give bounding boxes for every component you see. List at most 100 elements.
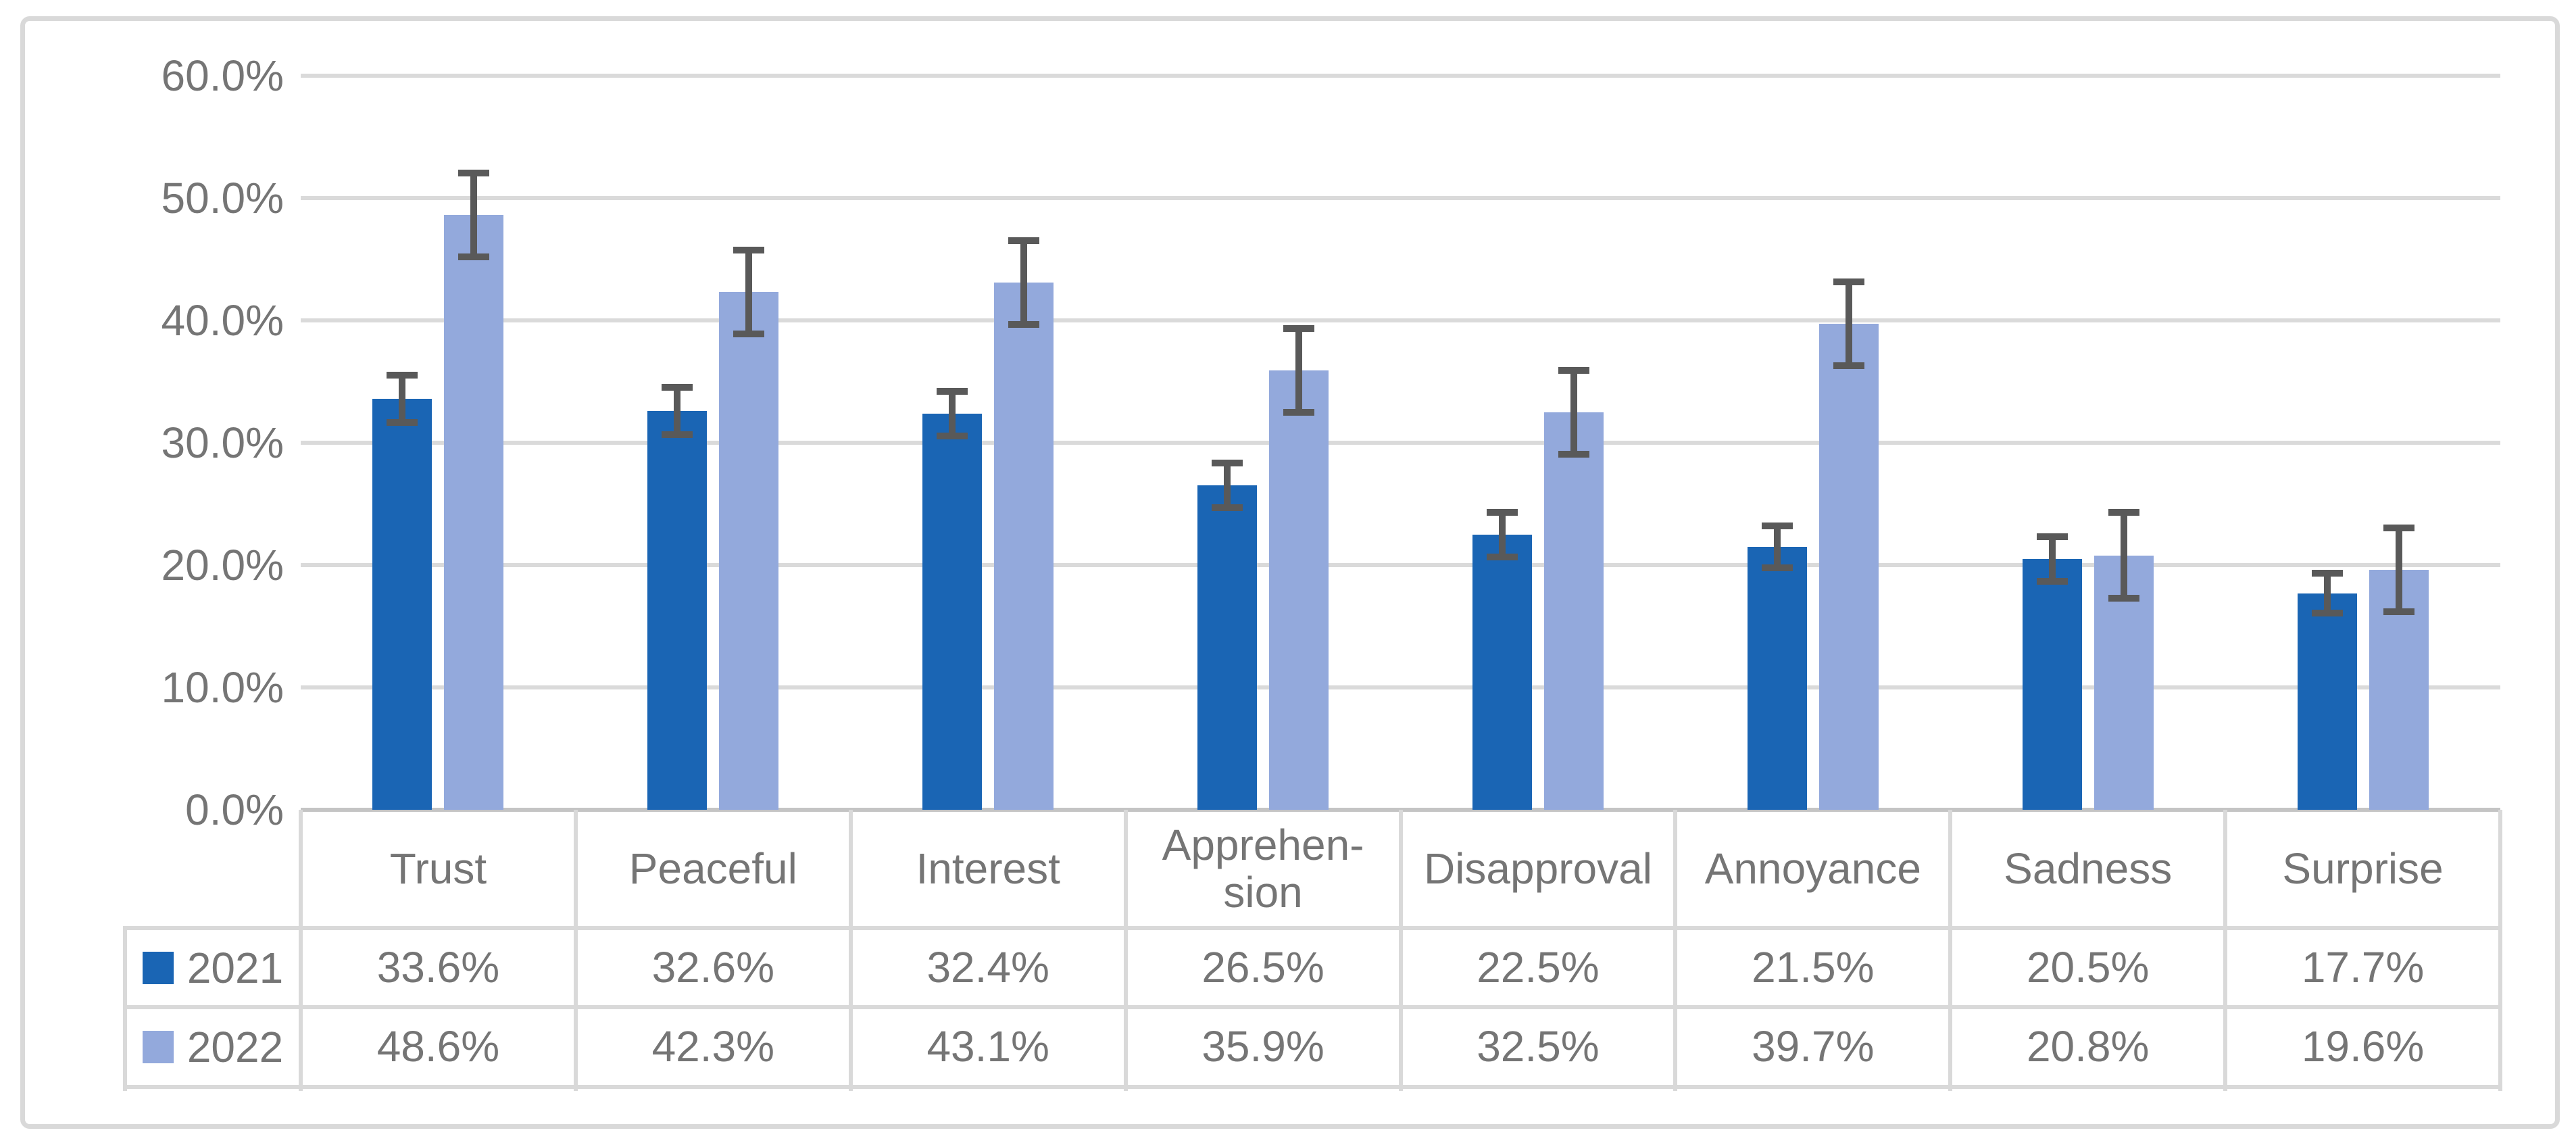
bar-2022-trust xyxy=(444,215,504,810)
table-horizontal-border xyxy=(125,926,2500,930)
gridline xyxy=(301,196,2500,200)
error-bar-2021-peaceful xyxy=(662,384,693,438)
gridline xyxy=(301,318,2500,322)
error-bar-line xyxy=(1295,325,1303,416)
error-bar-line xyxy=(1498,508,1506,560)
error-bar-line xyxy=(1773,522,1781,572)
value-cell-2021-sadness: 20.5% xyxy=(2026,942,2150,992)
value-cell-2021-annoyance: 21.5% xyxy=(1752,942,1875,992)
legend-row-2021: 2021 xyxy=(125,930,301,1005)
error-bar-line xyxy=(399,372,406,426)
y-tick-label: 50.0% xyxy=(161,174,284,222)
bar-2021-annoyance xyxy=(1747,546,1807,810)
bar-2022-interest xyxy=(994,282,1054,810)
y-tick-label: 60.0% xyxy=(161,51,284,100)
error-bar-2021-trust xyxy=(387,372,418,426)
error-bar-line xyxy=(674,384,681,438)
error-bar-2021-surprise xyxy=(2311,570,2343,616)
value-cell-2022-peaceful: 42.3% xyxy=(651,1022,775,1071)
value-cell-2021-disapproval: 22.5% xyxy=(1477,942,1600,992)
error-bar-line xyxy=(2395,525,2402,616)
error-bar-2021-interest xyxy=(937,387,968,439)
error-bar-line xyxy=(1570,366,1577,458)
category-header-apprehension: Apprehen- sion xyxy=(1162,821,1364,917)
category-header-interest: Interest xyxy=(916,844,1060,893)
bar-2022-disapproval xyxy=(1543,412,1604,810)
gridline xyxy=(301,441,2500,445)
error-bar-2022-trust xyxy=(458,170,490,261)
table-vertical-border xyxy=(1123,810,1128,1091)
y-tick-label: 0.0% xyxy=(185,785,284,834)
error-bar-2022-surprise xyxy=(2383,525,2414,616)
y-tick-label: 20.0% xyxy=(161,541,284,589)
table-vertical-border xyxy=(299,810,303,1091)
value-cell-2022-sadness: 20.8% xyxy=(2026,1022,2150,1071)
bar-2022-apprehension xyxy=(1269,370,1329,810)
table-horizontal-border xyxy=(125,1085,2500,1089)
error-bar-line xyxy=(2120,508,2127,602)
error-bar-2021-disapproval xyxy=(1486,508,1518,560)
error-bar-2021-sadness xyxy=(2036,533,2068,585)
value-cell-2022-annoyance: 39.7% xyxy=(1752,1022,1875,1071)
gridline xyxy=(301,563,2500,567)
bar-2021-surprise xyxy=(2297,593,2357,810)
category-header-sadness: Sadness xyxy=(2004,844,2173,893)
value-cell-2021-apprehension: 26.5% xyxy=(1202,942,1324,992)
error-bar-2022-apprehension xyxy=(1283,325,1315,416)
value-cell-2021-trust: 33.6% xyxy=(376,942,500,992)
table-vertical-border xyxy=(1948,810,1953,1091)
table-vertical-border xyxy=(573,810,578,1091)
table-vertical-border xyxy=(1398,810,1403,1091)
category-header-disapproval: Disapproval xyxy=(1423,844,1652,893)
value-cell-2022-apprehension: 35.9% xyxy=(1202,1022,1324,1071)
category-header-annoyance: Annoyance xyxy=(1704,844,1921,893)
bar-2021-trust xyxy=(372,398,432,810)
y-tick-label: 10.0% xyxy=(161,663,284,712)
error-bar-line xyxy=(1845,278,1852,370)
y-tick-label: 30.0% xyxy=(161,418,284,467)
error-bar-line xyxy=(1020,237,1028,328)
table-vertical-border xyxy=(1673,810,1678,1091)
value-cell-2021-peaceful: 32.6% xyxy=(651,942,775,992)
error-bar-line xyxy=(1224,460,1231,512)
legend-swatch-2022 xyxy=(142,1031,174,1063)
value-cell-2022-disapproval: 32.5% xyxy=(1477,1022,1600,1071)
table-vertical-border xyxy=(2498,810,2502,1091)
value-cell-2021-surprise: 17.7% xyxy=(2301,942,2425,992)
value-cell-2021-interest: 32.4% xyxy=(926,942,1049,992)
error-bar-line xyxy=(470,170,478,261)
error-bar-2021-annoyance xyxy=(1761,522,1793,572)
legend-label-2021: 2021 xyxy=(187,943,284,992)
legend-label-2022: 2022 xyxy=(187,1023,284,1071)
bar-2021-peaceful xyxy=(647,410,708,810)
value-cell-2022-trust: 48.6% xyxy=(376,1022,500,1071)
y-tick-label: 40.0% xyxy=(161,296,284,345)
bar-2022-annoyance xyxy=(1818,324,1879,810)
error-bar-2022-interest xyxy=(1008,237,1040,328)
error-bar-2022-disapproval xyxy=(1558,366,1589,458)
bar-2021-interest xyxy=(922,413,983,810)
error-bar-line xyxy=(2323,570,2331,616)
error-bar-2022-annoyance xyxy=(1833,278,1864,370)
table-vertical-border xyxy=(2223,810,2228,1091)
bar-2021-sadness xyxy=(2022,558,2082,810)
error-bar-2021-apprehension xyxy=(1212,460,1243,512)
error-bar-line xyxy=(745,247,753,338)
bar-2021-disapproval xyxy=(1472,534,1532,810)
error-bar-2022-sadness xyxy=(2108,508,2139,602)
bar-2022-peaceful xyxy=(719,292,779,810)
bar-2021-apprehension xyxy=(1197,485,1258,810)
gridline xyxy=(301,685,2500,689)
error-bar-2022-peaceful xyxy=(733,247,765,338)
legend-row-2022: 2022 xyxy=(125,1009,301,1085)
category-header-trust: Trust xyxy=(389,844,487,893)
legend-swatch-2021 xyxy=(142,951,174,984)
table-vertical-border xyxy=(848,810,853,1091)
category-header-surprise: Surprise xyxy=(2282,844,2444,893)
value-cell-2022-interest: 43.1% xyxy=(926,1022,1049,1071)
category-header-peaceful: Peaceful xyxy=(628,844,797,893)
error-bar-line xyxy=(2048,533,2056,585)
gridline xyxy=(301,74,2500,78)
table-horizontal-border xyxy=(125,1005,2500,1009)
